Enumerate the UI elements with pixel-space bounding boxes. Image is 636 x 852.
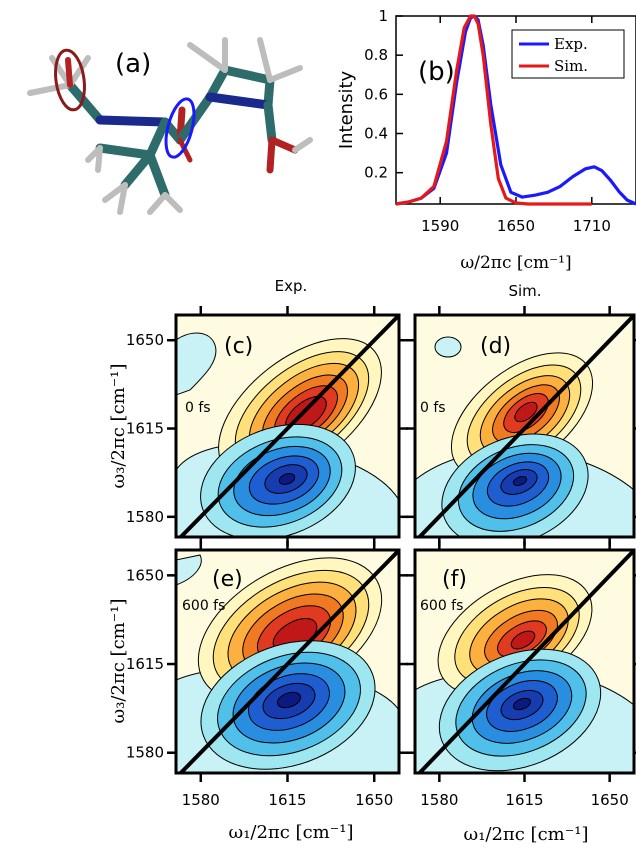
legend-sim-label: Sim. xyxy=(554,57,588,75)
panel-c-2d-spectrum: (c) 0 fs xyxy=(174,313,401,539)
column-title-exp: Exp. xyxy=(275,277,308,295)
ytick-label-e-2: 1650 xyxy=(126,566,164,584)
panel-e-2d-spectrum: (e) 600 fs xyxy=(174,548,401,775)
xtick-label-e-1: 1615 xyxy=(268,791,306,809)
b-ytick-label-2: 0.6 xyxy=(364,85,388,103)
panel-c-time: 0 fs xyxy=(185,400,211,416)
panel-b-label: (b) xyxy=(418,57,455,87)
w3-axis-label-top: ω₃/2πc [cm⁻¹] xyxy=(108,364,129,489)
b-ytick-label-0: 0.2 xyxy=(364,164,388,182)
xtick-label-f-0: 1580 xyxy=(420,791,458,809)
negative-peak-c xyxy=(200,423,356,537)
panel-b-ylabel: Intensity xyxy=(336,70,357,149)
b-ytick-label-1: 0.4 xyxy=(364,125,388,143)
panel-f-label: (f) xyxy=(442,567,467,592)
series-line-exp xyxy=(395,14,636,206)
w3-axis-label-bottom: ω₃/2πc [cm⁻¹] xyxy=(108,599,129,724)
diagonal-d xyxy=(416,315,634,537)
diagonal-f xyxy=(416,550,634,773)
highlight-ellipse-red xyxy=(54,48,86,112)
xtick-label-e-0: 1580 xyxy=(182,791,220,809)
w1-axis-label-right: ω₁/2πc [cm⁻¹] xyxy=(464,824,589,845)
panel-d-2d-spectrum: (d) 0 fs xyxy=(413,313,636,539)
panel-a-label: (a) xyxy=(115,49,151,79)
panel-e-label: (e) xyxy=(212,567,243,592)
column-title-sim: Sim. xyxy=(508,282,541,300)
panel-f-2d-spectrum: (f) 600 fs xyxy=(413,548,636,775)
panel-f-time: 600 fs xyxy=(420,598,463,614)
xtick-label-f-2: 1650 xyxy=(591,791,629,809)
molecule-diagram: (a) xyxy=(27,37,313,215)
b-ytick-label-4: 1 xyxy=(378,7,388,25)
panel-c-label: (c) xyxy=(224,334,253,359)
ytick-label-c-1: 1615 xyxy=(126,420,164,438)
panel-d-time: 0 fs xyxy=(420,400,446,416)
panel-e-time: 600 fs xyxy=(182,598,225,614)
ytick-label-c-0: 1580 xyxy=(126,508,164,526)
w1-axis-label-left: ω₁/2πc [cm⁻¹] xyxy=(229,822,354,843)
panel-d-label: (d) xyxy=(480,334,511,359)
b-xtick-label-0: 1590 xyxy=(421,217,459,235)
legend-exp-label: Exp. xyxy=(554,35,588,53)
ytick-label-e-0: 1580 xyxy=(126,744,164,762)
panel-b-xlabel: ω/2πc [cm⁻¹] xyxy=(460,253,571,273)
xtick-label-f-1: 1615 xyxy=(505,791,543,809)
b-ytick-label-3: 0.8 xyxy=(364,46,388,64)
legend: Exp. Sim. xyxy=(511,29,625,79)
negative-peak-f xyxy=(438,648,602,772)
panel-b-series xyxy=(395,14,636,206)
ytick-label-c-2: 1650 xyxy=(126,331,164,349)
diagonal-e xyxy=(177,550,399,773)
b-xtick-label-2: 1710 xyxy=(573,217,611,235)
negative-peak-e xyxy=(200,640,376,770)
b-xtick-label-1: 1650 xyxy=(497,217,535,235)
highlight-ellipse-blue xyxy=(164,97,196,159)
ytick-label-e-1: 1615 xyxy=(126,655,164,673)
series-line-sim xyxy=(395,14,592,206)
grid-ticks: 1580 1615 1650 1580 1615 1650 1580 1615 1650 1580… xyxy=(126,306,636,809)
panel-b-ticks: 1590 1650 1710 0.2 0.4 0.6 0.8 1 xyxy=(364,7,611,235)
diagonal-c xyxy=(177,315,399,537)
xtick-label-e-2: 1650 xyxy=(355,791,393,809)
